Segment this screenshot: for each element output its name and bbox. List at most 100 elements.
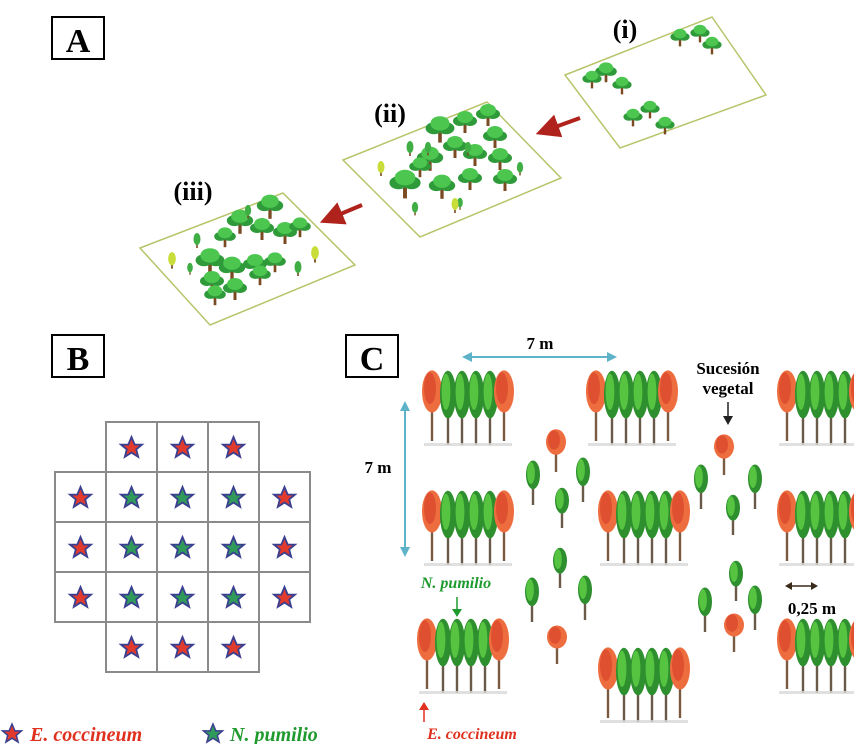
tree-icon: [458, 168, 482, 190]
sapling-icon: [311, 246, 319, 263]
n-pumilio-pointer-head: [452, 609, 462, 617]
tree-icon: [453, 111, 477, 133]
n-pumilio-tree-icon: [463, 618, 479, 693]
e-coccineum-tree-icon: [586, 370, 606, 441]
n-pumilio-tree-icon: [616, 490, 632, 565]
n-pumilio-tree-icon: [726, 494, 740, 535]
tree-icon: [218, 256, 246, 281]
tree-icon: [256, 194, 284, 219]
n-pumilio-star-icon: [169, 584, 196, 609]
n-pumilio-tree-icon: [837, 490, 853, 565]
tree-icon: [670, 28, 690, 47]
planting-grid: [54, 421, 311, 673]
legend-green-star-icon: [201, 722, 225, 744]
e-coccineum-star-icon: [220, 434, 247, 459]
e-coccineum-tree-icon: [777, 618, 797, 689]
sapling-icon: [457, 197, 463, 210]
sapling-icon: [451, 198, 459, 213]
legend-red-star-icon: [0, 722, 24, 744]
tree-icon: [264, 252, 286, 273]
e-coccineum-star-icon: [271, 484, 298, 509]
e-coccineum-star-icon: [220, 634, 247, 659]
n-pumilio-tree-icon: [440, 490, 456, 565]
panel-b-box: [51, 334, 105, 378]
succession-arrow-ii-to-iii: [319, 202, 363, 225]
e-coccineum-tree-icon: [670, 647, 690, 718]
n-pumilio-tree-icon: [658, 647, 674, 722]
n-pumilio-star-icon: [220, 534, 247, 559]
height-label: 7 m: [365, 458, 392, 477]
succession-label-line2: vegetal: [703, 379, 754, 398]
n-pumilio-tree-icon: [795, 370, 811, 445]
succession-label-line1: Sucesión: [696, 359, 760, 378]
n-pumilio-tree-icon: [435, 618, 451, 693]
n-pumilio-tree-icon: [809, 618, 825, 693]
tree-icon: [476, 104, 500, 126]
sapling-icon: [516, 161, 524, 176]
sapling-icon: [377, 161, 385, 176]
e-coccineum-tree-icon: [546, 429, 566, 472]
n-pumilio-tree-icon: [809, 370, 825, 445]
tree-icon: [428, 174, 456, 199]
n-pumilio-tree-icon: [698, 587, 712, 632]
tree-icon: [226, 209, 254, 234]
n-pumilio-tree-icon: [454, 490, 470, 565]
n-pumilio-tree-icon: [526, 460, 540, 505]
panel-c: C 7 m 7 m Sucesión vegetal 0,25 m N. pum…: [345, 334, 854, 743]
e-coccineum-star-icon: [271, 584, 298, 609]
e-coccineum-star-icon: [271, 534, 298, 559]
width-arrow-right: [607, 352, 617, 362]
e-coccineum-star-icon: [67, 534, 94, 559]
tree-icon: [249, 265, 271, 286]
tree-icon: [640, 100, 660, 119]
panel-a-letter: A: [66, 23, 91, 60]
e-coccineum-star-icon: [67, 584, 94, 609]
sapling-icon: [424, 141, 432, 156]
n-pumilio-tree-icon: [525, 577, 539, 622]
tree-icon: [409, 157, 431, 178]
e-coccineum-label: E. coccineum: [426, 726, 517, 743]
n-pumilio-tree-icon: [482, 490, 498, 565]
e-coccineum-tree-icon: [714, 434, 734, 475]
e-coccineum-tree-icon: [489, 618, 509, 689]
n-pumilio-tree-icon: [630, 490, 646, 565]
n-pumilio-star-icon: [118, 484, 145, 509]
succession-arrow-i-to-ii: [535, 114, 581, 138]
n-pumilio-tree-icon: [646, 370, 662, 445]
n-pumilio-tree-icon: [748, 464, 762, 509]
n-pumilio-tree-icon: [837, 618, 853, 693]
n-pumilio-tree-icon: [809, 490, 825, 565]
n-pumilio-star-icon: [220, 484, 247, 509]
n-pumilio-tree-icon: [576, 457, 590, 502]
n-pumilio-tree-icon: [440, 370, 456, 445]
n-pumilio-tree-icon: [837, 370, 853, 445]
sapling-icon: [187, 262, 193, 275]
tree-icon: [250, 218, 274, 240]
n-pumilio-tree-icon: [578, 575, 592, 620]
n-pumilio-tree-icon: [823, 370, 839, 445]
n-pumilio-label: N. pumilio: [420, 575, 491, 592]
n-pumilio-tree-icon: [729, 560, 743, 601]
n-pumilio-tree-icon: [604, 370, 620, 445]
panel-a: A (i) (ii) (iii): [51, 15, 768, 326]
n-pumilio-tree-icon: [795, 490, 811, 565]
tree-icon: [582, 70, 602, 89]
e-coccineum-tree-icon: [598, 647, 618, 718]
width-arrow-left: [462, 352, 472, 362]
n-pumilio-star-icon: [169, 534, 196, 559]
succession-pointer-head: [723, 416, 733, 425]
e-coccineum-tree-icon: [422, 370, 442, 441]
spacing-arrow-right: [811, 582, 818, 590]
e-coccineum-tree-icon: [724, 613, 744, 652]
n-pumilio-tree-icon: [823, 618, 839, 693]
e-coccineum-tree-icon: [422, 490, 442, 561]
n-pumilio-tree-icon: [553, 547, 567, 588]
n-pumilio-tree-icon: [482, 370, 498, 445]
e-coccineum-star-icon: [169, 434, 196, 459]
grid-cell: [207, 521, 260, 573]
tree-icon: [214, 227, 236, 248]
n-pumilio-tree-icon: [644, 647, 660, 722]
n-pumilio-tree-icon: [630, 647, 646, 722]
